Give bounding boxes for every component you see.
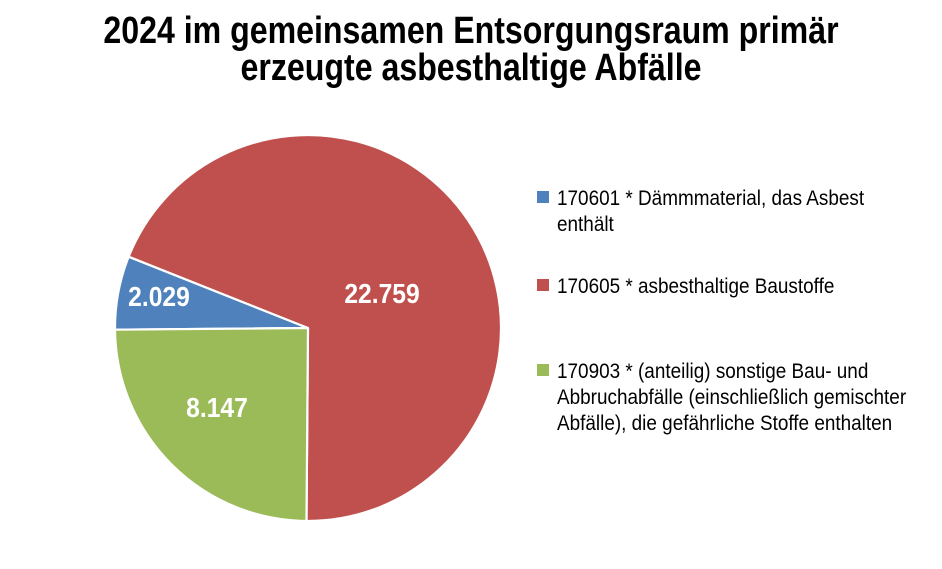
legend-label-170605: 170605 * asbesthaltige Baustoffe: [557, 273, 834, 299]
legend-swatch-170601: [537, 191, 549, 203]
chart-title-line-1: 2024 im gemeinsamen Entsorgungsraum prim…: [103, 10, 839, 52]
legend-label-line: Abbruchabfälle (einschließlich gemischte…: [557, 385, 907, 409]
legend-item-170903: 170903 * (anteilig) sonstige Bau- und Ab…: [537, 358, 942, 436]
chart-title-line-2: erzeugte asbesthaltige Abfälle: [240, 47, 702, 89]
pie-slice-170605: [127, 133, 503, 523]
legend-label-line: 170903 * (anteilig) sonstige Bau- und: [557, 359, 869, 383]
legend-label-line: 170605 * asbesthaltige Baustoffe: [557, 274, 835, 298]
legend-label-line: 170601 * Dämmmaterial, das Asbest: [557, 186, 865, 210]
pie-chart: [113, 133, 503, 523]
chart-title: 2024 im gemeinsamen Entsorgungsraum prim…: [73, 10, 869, 89]
slice-value-label-170605: 22.759: [344, 278, 420, 309]
legend-swatch-170605: [537, 279, 549, 291]
legend-label-line: Abfälle), die gefährliche Stoffe enthalt…: [557, 411, 893, 435]
legend-label-170601: 170601 * Dämmmaterial, das Asbest enthäl…: [557, 185, 864, 237]
legend-item-170605: 170605 * asbesthaltige Baustoffe: [537, 273, 872, 299]
legend-item-170601: 170601 * Dämmmaterial, das Asbest enthäl…: [537, 185, 906, 237]
legend-label-line: enthält: [557, 212, 614, 236]
pie-slice-170903: [113, 326, 310, 523]
legend-label-170903: 170903 * (anteilig) sonstige Bau- und Ab…: [557, 358, 906, 436]
slice-value-label-170601: 2.029: [128, 281, 190, 312]
legend-swatch-170903: [537, 364, 549, 376]
slice-value-label-170903: 8.147: [186, 392, 248, 423]
